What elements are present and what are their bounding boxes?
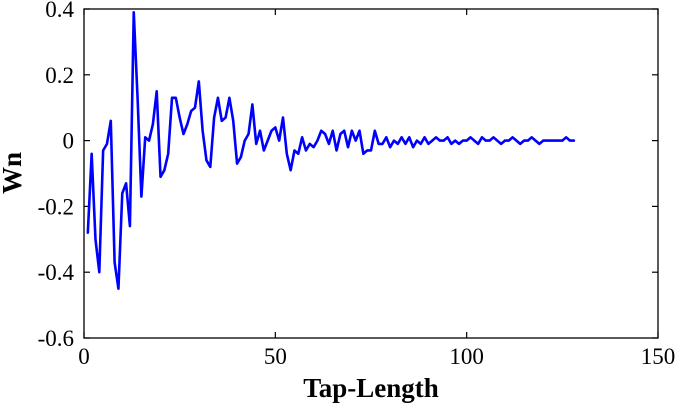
y-tick-label: -0.2 — [38, 194, 74, 219]
y-axis-title: Wn — [0, 152, 27, 194]
y-tick-label: 0.2 — [45, 63, 74, 88]
y-tick-label: 0.4 — [45, 0, 74, 22]
tick-labels: 0 50 100 150 -0.6 -0.4 -0.2 0 0.2 0.4 — [38, 0, 676, 369]
x-axis-title: Tap-Length — [303, 373, 439, 403]
y-tick-label: -0.4 — [38, 260, 75, 285]
x-tick-label: 50 — [264, 344, 287, 369]
axis-ticks — [83, 8, 659, 339]
y-tick-label: -0.6 — [38, 326, 74, 351]
x-tick-label: 150 — [641, 344, 676, 369]
plot-frame — [83, 8, 659, 339]
x-tick-label: 0 — [78, 344, 90, 369]
y-tick-label: 0 — [63, 129, 75, 154]
x-tick-label: 100 — [449, 344, 484, 369]
series-line-wn — [86, 10, 576, 290]
